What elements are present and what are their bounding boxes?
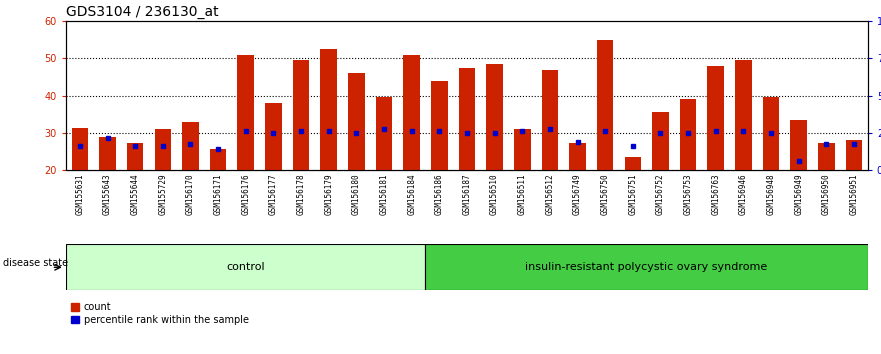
FancyBboxPatch shape	[66, 244, 426, 290]
Text: GSM156171: GSM156171	[213, 174, 223, 215]
Text: GSM156512: GSM156512	[545, 174, 554, 215]
FancyBboxPatch shape	[426, 244, 868, 290]
Text: GSM156511: GSM156511	[518, 174, 527, 215]
Bar	[321, 49, 337, 170]
Bar	[127, 143, 144, 170]
Text: GSM156187: GSM156187	[463, 174, 471, 215]
Bar	[375, 97, 392, 170]
Text: control: control	[226, 262, 265, 272]
Bar	[71, 128, 88, 170]
Bar	[265, 103, 282, 170]
Text: GSM156948: GSM156948	[766, 174, 775, 215]
Text: disease state: disease state	[4, 258, 69, 268]
Text: GSM156180: GSM156180	[352, 174, 361, 215]
Text: GSM156749: GSM156749	[573, 174, 582, 215]
Text: GSM156184: GSM156184	[407, 174, 416, 215]
Text: GSM156751: GSM156751	[628, 174, 637, 215]
Bar	[707, 66, 724, 170]
Text: GSM156949: GSM156949	[794, 174, 803, 215]
Bar	[348, 73, 365, 170]
Bar	[514, 129, 530, 170]
Bar	[459, 68, 475, 170]
Bar	[652, 112, 669, 170]
Text: GSM156178: GSM156178	[297, 174, 306, 215]
Text: GSM156950: GSM156950	[822, 174, 831, 215]
Bar	[625, 157, 641, 170]
Text: GSM155631: GSM155631	[76, 174, 85, 215]
Bar	[542, 69, 559, 170]
Bar	[763, 97, 780, 170]
Text: GSM155643: GSM155643	[103, 174, 112, 215]
Bar	[403, 55, 420, 170]
Bar	[292, 60, 309, 170]
Bar	[182, 122, 199, 170]
Text: GDS3104 / 236130_at: GDS3104 / 236130_at	[66, 5, 218, 19]
Text: GSM156181: GSM156181	[380, 174, 389, 215]
Text: GSM156179: GSM156179	[324, 174, 333, 215]
Bar	[486, 64, 503, 170]
Legend: count, percentile rank within the sample: count, percentile rank within the sample	[71, 302, 248, 325]
Text: GSM156177: GSM156177	[269, 174, 278, 215]
Text: GSM156510: GSM156510	[490, 174, 499, 215]
Bar	[210, 149, 226, 170]
Text: GSM156753: GSM156753	[684, 174, 692, 215]
Bar	[596, 40, 613, 170]
Text: GSM156176: GSM156176	[241, 174, 250, 215]
Bar	[154, 129, 171, 170]
Text: GSM155644: GSM155644	[130, 174, 140, 215]
Text: GSM156752: GSM156752	[656, 174, 665, 215]
Bar	[846, 140, 862, 170]
Bar	[238, 55, 254, 170]
Text: GSM155729: GSM155729	[159, 174, 167, 215]
Bar	[569, 143, 586, 170]
Text: GSM156186: GSM156186	[435, 174, 444, 215]
Text: GSM156170: GSM156170	[186, 174, 195, 215]
Bar	[680, 99, 696, 170]
Text: insulin-resistant polycystic ovary syndrome: insulin-resistant polycystic ovary syndr…	[525, 262, 767, 272]
Text: GSM156750: GSM156750	[601, 174, 610, 215]
Bar	[431, 81, 448, 170]
Bar	[100, 137, 115, 170]
Text: GSM156763: GSM156763	[711, 174, 721, 215]
Text: GSM156951: GSM156951	[849, 174, 858, 215]
Text: GSM156946: GSM156946	[739, 174, 748, 215]
Bar	[735, 60, 751, 170]
Bar	[790, 120, 807, 170]
Bar	[818, 143, 834, 170]
